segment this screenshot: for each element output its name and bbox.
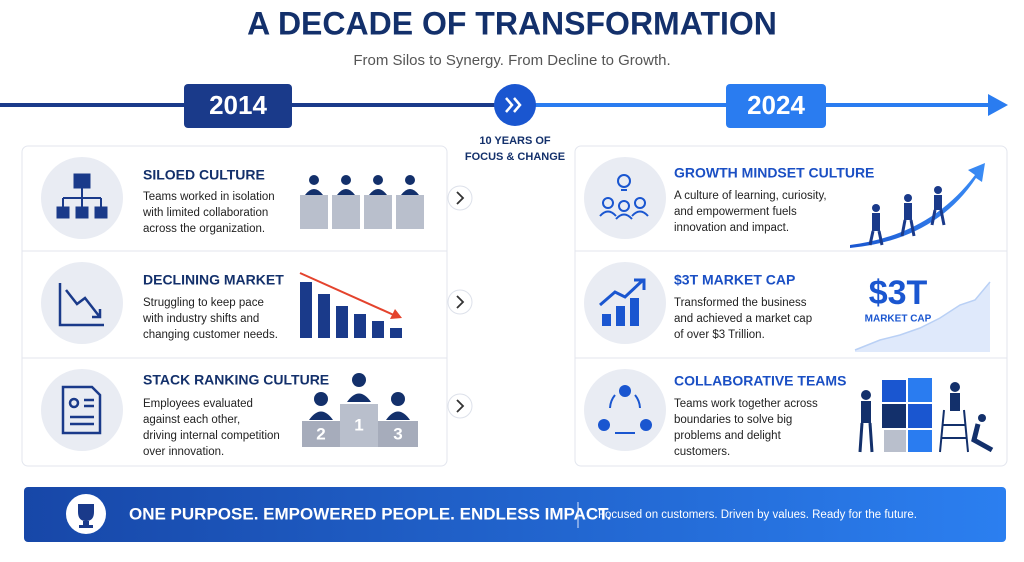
trophy-icon — [78, 504, 94, 528]
card-text: changing customer needs. — [143, 329, 278, 341]
growth-icon — [599, 278, 646, 326]
growth-illustration — [850, 163, 985, 248]
card-text: of over $3 Trillion. — [674, 329, 765, 341]
card-text: customers. — [674, 446, 730, 458]
podium-illustration — [302, 373, 418, 447]
card-text: and achieved a market cap — [674, 313, 812, 325]
card-text: against each other, — [143, 414, 240, 426]
decline-icon — [58, 283, 104, 327]
silo-illustration — [300, 175, 424, 229]
card-title: GROWTH MINDSET CULTURE — [674, 165, 874, 181]
chevron-icon — [505, 97, 522, 113]
card-text: Struggling to keep pace — [143, 297, 264, 309]
footer-banner — [24, 487, 1006, 542]
slogan: ONE PURPOSE. EMPOWERED PEOPLE. ENDLESS I… — [129, 504, 611, 523]
timeline-note: FOCUS & CHANGE — [465, 151, 565, 163]
decline-illustration — [299, 272, 402, 338]
card-text: A culture of learning, curiosity, — [674, 190, 827, 202]
podium-label: 1 — [354, 415, 363, 434]
podium-label: 2 — [316, 424, 325, 443]
card-text: with limited collaboration — [142, 207, 268, 219]
row-arrows — [447, 185, 473, 419]
collab-icon — [598, 385, 652, 434]
end-year: 2024 — [747, 90, 805, 120]
title: A DECADE OF TRANSFORMATION — [247, 5, 777, 41]
subtitle: From Silos to Synergy. From Decline to G… — [353, 52, 670, 69]
document-icon — [61, 385, 102, 435]
card-text: Teams worked in isolation — [143, 191, 275, 203]
card-text: across the organization. — [143, 223, 265, 235]
card-text: problems and delight — [674, 430, 782, 442]
market-cap-label: MARKET CAP — [865, 314, 932, 325]
market-cap-figure: $3T — [869, 274, 928, 312]
card-text: innovation and impact. — [674, 222, 789, 234]
puzzle-illustration — [858, 378, 994, 453]
card-text: and empowerment fuels — [674, 206, 797, 218]
timeline-arrow — [988, 94, 1008, 116]
tagline: Focused on customers. Driven by values. … — [598, 509, 917, 521]
card-title: $3T MARKET CAP — [674, 272, 795, 288]
team-idea-icon — [599, 174, 649, 220]
market-cap-chart — [854, 281, 991, 352]
card-text: Employees evaluated — [143, 398, 253, 410]
card-text: driving internal competition — [143, 430, 280, 442]
card-text: Transformed the business — [674, 297, 807, 309]
timeline-node — [494, 84, 536, 126]
card-title: SILOED CULTURE — [143, 167, 265, 183]
card-text: boundaries to solve big — [674, 414, 792, 426]
org-chart-icon — [56, 173, 108, 219]
card-text: over innovation. — [143, 446, 224, 458]
card-text: Teams work together across — [674, 398, 818, 410]
timeline-note: 10 YEARS OF — [479, 135, 551, 147]
card-title: DECLINING MARKET — [143, 272, 284, 288]
year-badge — [726, 84, 826, 128]
podium-label: 3 — [393, 424, 402, 443]
card-title: COLLABORATIVE TEAMS — [674, 373, 846, 389]
start-year: 2014 — [209, 90, 267, 120]
card-title: STACK RANKING CULTURE — [143, 372, 329, 388]
year-badge — [184, 84, 292, 128]
card-text: with industry shifts and — [142, 313, 259, 325]
